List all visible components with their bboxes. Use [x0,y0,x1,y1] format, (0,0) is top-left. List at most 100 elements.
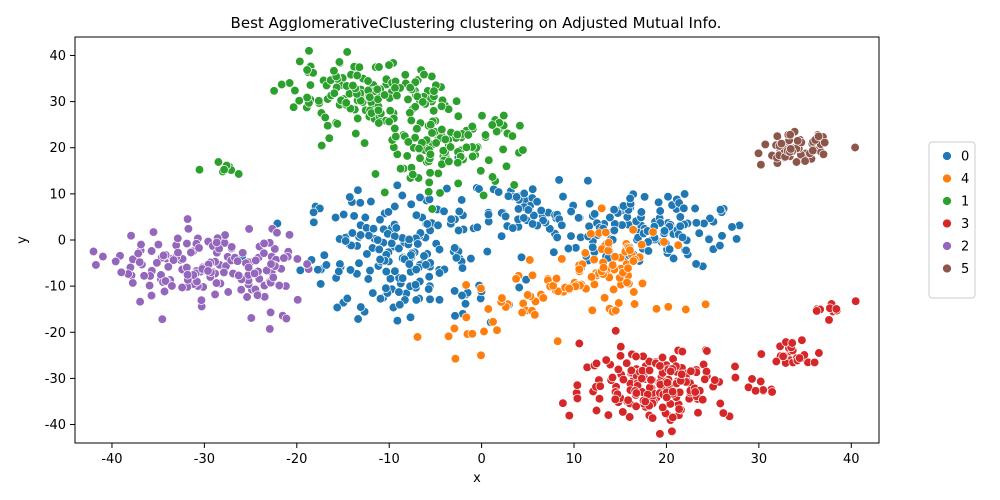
data-point [219,165,229,175]
data-point [442,183,452,194]
legend-label: 4 [961,172,969,187]
data-point [243,262,254,273]
data-point [412,332,423,342]
data-point [460,299,471,309]
data-point [342,293,352,304]
data-point [644,365,655,376]
legend-marker [942,196,952,206]
data-point [274,280,284,291]
data-point [380,187,390,198]
x-tick-label: 30 [751,452,768,467]
legend-label: 0 [961,150,969,165]
data-point [373,105,384,115]
data-point [525,255,535,265]
data-point [392,316,403,326]
data-point [457,290,467,301]
data-point [405,83,415,93]
data-point [690,387,700,397]
data-point [523,290,533,300]
data-point [277,79,287,90]
data-point [664,244,675,254]
data-point [288,102,299,112]
data-point [566,231,576,241]
data-point [538,293,548,303]
data-point [439,206,449,216]
data-point [365,265,375,276]
data-point [419,251,429,261]
data-point [182,270,193,280]
data-point [698,395,708,405]
y-axis-title: y [15,236,30,244]
data-point [329,88,339,98]
scatter-points [88,46,861,439]
y-tick-label: -30 [45,372,66,387]
data-point [591,405,602,416]
data-point [341,98,351,108]
y-tick-label: -10 [45,280,66,295]
y-tick-label: 10 [49,187,66,202]
data-point [421,260,431,270]
data-point [771,356,781,367]
data-point [516,252,527,262]
data-point [437,124,447,135]
data-point [809,357,820,368]
data-point [622,358,632,368]
data-point [427,128,437,138]
data-point [454,206,464,217]
data-point [272,228,282,238]
data-point [252,290,263,300]
data-point [584,199,595,209]
data-point [281,313,292,324]
data-point [513,204,524,214]
data-point [488,317,498,327]
data-point [509,180,519,190]
data-point [262,265,272,276]
data-point [385,106,395,116]
data-point [508,223,518,233]
data-point [574,264,584,274]
data-point [426,120,436,130]
data-point [551,273,562,284]
data-point [316,279,326,289]
data-point [135,297,145,307]
data-point [414,143,424,154]
data-point [668,253,679,264]
data-point [611,326,621,336]
data-point [637,278,648,289]
data-point [730,361,740,372]
data-point [425,168,435,178]
data-point [663,192,673,202]
data-point [323,121,333,131]
data-point [598,262,609,273]
data-point [772,131,782,141]
data-point [476,166,486,176]
data-point [453,225,464,236]
data-point [227,242,237,252]
data-point [392,180,402,190]
data-point [412,124,422,134]
data-point [659,226,670,236]
data-point [383,207,394,217]
data-point [427,204,437,214]
data-point [580,248,590,258]
data-point [284,230,295,240]
data-point [196,295,207,305]
data-point [246,313,256,323]
data-point [168,255,179,265]
data-point [210,289,220,300]
data-point [813,131,824,141]
data-point [302,259,312,269]
data-point [517,307,527,318]
data-point [126,231,136,241]
data-point [529,210,539,221]
data-point [422,219,432,229]
data-point [390,83,400,93]
data-point [453,178,463,189]
data-point [637,240,647,250]
data-point [691,259,701,269]
data-point [814,348,824,358]
data-point [390,201,400,212]
data-point [595,381,605,391]
data-point [452,129,462,140]
